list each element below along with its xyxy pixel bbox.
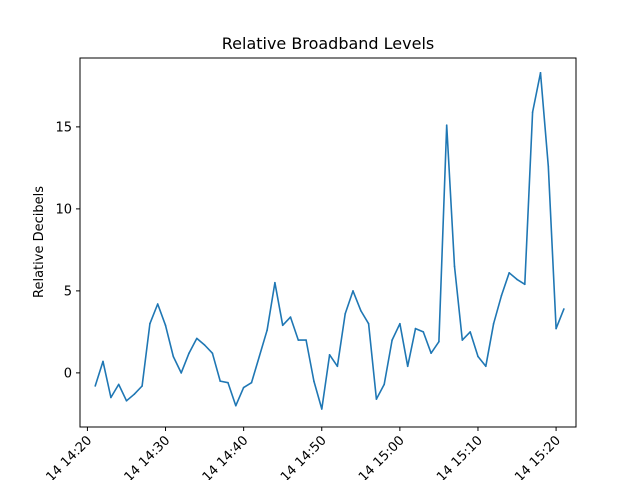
data-point [258, 355, 261, 358]
data-point [250, 381, 253, 384]
y-tick-label: 5 [64, 284, 72, 299]
data-point [485, 365, 487, 368]
data-point [344, 313, 347, 315]
data-point [110, 396, 112, 399]
data-point [336, 365, 339, 368]
data-point [149, 322, 151, 325]
data-point [313, 380, 315, 382]
data-point [266, 329, 268, 332]
data-point [289, 316, 292, 318]
data-point [242, 386, 245, 389]
y-axis: 0 5 10 15 [55, 120, 80, 381]
data-point [375, 398, 378, 400]
data-point [563, 308, 565, 310]
data-point [196, 337, 198, 340]
data-point [219, 380, 221, 382]
data-point [102, 360, 104, 363]
data-point [188, 352, 190, 355]
x-tick-label: 14 15:10 [434, 433, 486, 480]
data-point [461, 339, 464, 341]
data-point [125, 400, 128, 402]
y-tick-label: 0 [64, 366, 72, 381]
data-point [539, 72, 542, 74]
data-point [235, 404, 237, 407]
data-point [305, 339, 307, 341]
data-point [117, 383, 120, 386]
data-point [531, 111, 534, 113]
y-tick-label: 15 [55, 120, 72, 135]
series-line [94, 72, 565, 410]
data-point [430, 352, 432, 355]
plot-frame [79, 57, 577, 428]
data-point [399, 322, 401, 325]
x-tick-label: 14 14:30 [122, 433, 174, 480]
data-point [445, 124, 448, 126]
data-point [367, 322, 370, 325]
data-point [547, 165, 550, 167]
data-point [133, 393, 136, 396]
data-point [281, 324, 284, 327]
data-point [352, 290, 354, 292]
x-tick-label: 14 14:40 [200, 433, 252, 480]
data-point [492, 322, 495, 325]
data-point [94, 385, 96, 387]
data-point [508, 272, 511, 274]
data-point [203, 344, 206, 346]
y-tick-label: 10 [55, 202, 72, 217]
data-point [156, 303, 159, 305]
data-point [141, 385, 143, 387]
data-point [274, 281, 276, 284]
data-point [391, 339, 393, 341]
data-point [211, 352, 214, 355]
y-axis-label: Relative Decibels [32, 186, 47, 298]
data-point [555, 327, 557, 330]
data-point [227, 381, 229, 384]
x-tick-label: 14 15:00 [356, 433, 408, 480]
data-point [422, 331, 425, 333]
data-point [328, 354, 331, 356]
data-point [453, 265, 456, 268]
data-point [321, 408, 323, 410]
data-point [516, 278, 518, 281]
data-point [477, 355, 479, 358]
data-point [297, 339, 300, 341]
x-tick-label: 14 14:20 [44, 433, 96, 480]
data-point [180, 372, 182, 374]
data-point [172, 355, 175, 358]
data-point [438, 340, 440, 343]
data-point [164, 324, 167, 327]
x-tick-label: 14 14:50 [278, 433, 330, 480]
data-point [360, 309, 362, 312]
data-point [414, 327, 417, 330]
chart-title: Relative Broadband Levels [222, 34, 434, 53]
data-point [500, 295, 503, 297]
data-point [383, 383, 386, 386]
x-tick-label: 14 15:20 [512, 433, 564, 480]
data-point [524, 283, 526, 286]
data-point [406, 365, 409, 368]
x-axis: 14 14:20 14 14:30 14 14:40 14 14:50 14 15:00… [44, 427, 564, 480]
data-point [469, 331, 472, 333]
